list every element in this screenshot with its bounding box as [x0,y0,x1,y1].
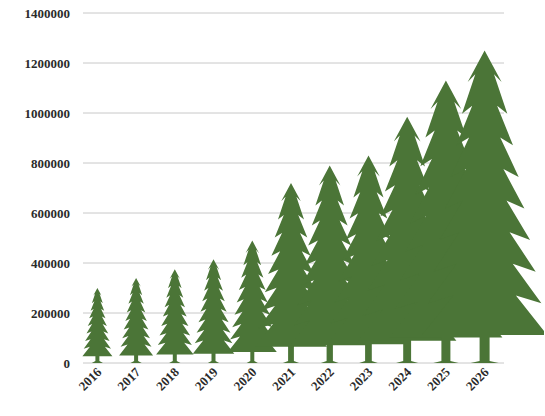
x-tick-label: 2026 [463,364,492,393]
y-tick-label: 200000 [31,306,70,321]
x-tick-label: 2020 [230,365,259,394]
y-tick-label: 1200000 [25,56,71,71]
chart-svg: 0 200000 400000 600000 800000 1000000 1200000 1… [0,0,545,416]
grid-line [83,13,504,14]
x-tick-label: 2019 [192,364,221,393]
chart-container: 0 200000 400000 600000 800000 1000000 1200000 1… [0,0,545,416]
tree-bar [193,259,235,363]
x-tick-label: 2018 [153,364,182,393]
tree-bar [119,278,153,363]
y-tick-label: 800000 [31,156,70,171]
y-tick-label: 400000 [31,256,70,271]
y-tick-label: 1000000 [25,106,71,121]
marks [82,51,544,364]
grid [83,13,504,363]
x-tick-label: 2017 [114,364,143,393]
y-tick-label: 1400000 [25,6,71,21]
tree-bar [156,269,194,363]
grid-line [83,63,504,64]
x-tick-label: 2022 [308,365,337,394]
x-tick-label: 2023 [347,364,376,393]
y-tick-label: 600000 [31,206,70,221]
x-tick-label: 2021 [269,365,298,394]
y-tick-label: 0 [64,356,71,371]
x-tick-label: 2024 [385,364,414,393]
x-tick-label: 2016 [75,364,104,393]
tree-bar [422,51,544,364]
tree-bar [82,288,112,363]
x-tick-label: 2025 [424,364,453,393]
